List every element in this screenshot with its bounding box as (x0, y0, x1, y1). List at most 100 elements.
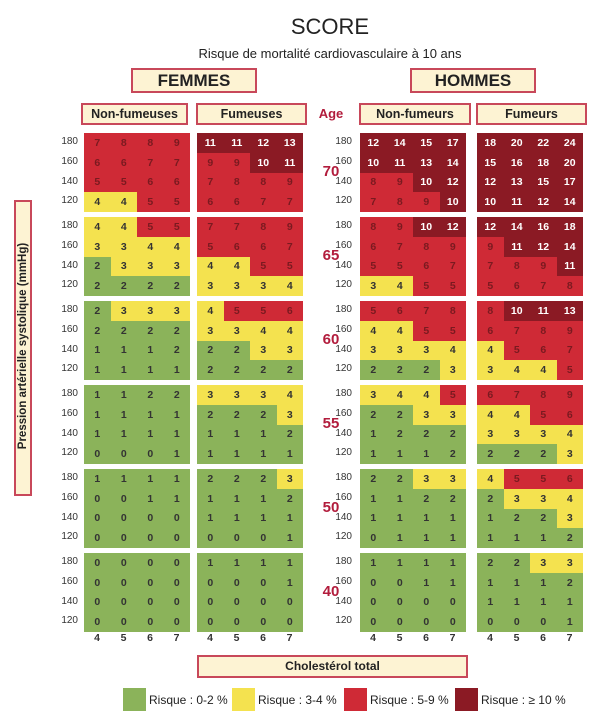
risk-cell: 18 (477, 133, 504, 153)
sbp-tick-right: 120 (335, 363, 352, 375)
risk-cell: 4 (530, 360, 557, 380)
legend-label: Risque : ≥ 10 % (481, 692, 566, 707)
cholesterol-tick: 7 (449, 632, 456, 644)
risk-cell: 0 (276, 612, 303, 632)
risk-cell: 4 (477, 404, 504, 425)
risk-cell: 1 (84, 385, 111, 405)
risk-cell: 1 (84, 469, 111, 489)
risk-cell: 0 (163, 572, 190, 593)
risk-cell: 1 (386, 508, 413, 529)
risk-cell: 0 (386, 612, 413, 632)
risk-cell: 3 (223, 385, 250, 405)
sbp-tick-left: 140 (61, 427, 78, 439)
sbp-tick-right: 120 (335, 447, 352, 459)
risk-cell: 8 (413, 236, 440, 257)
legend-item: Risque : 5-9 % (344, 688, 449, 711)
risk-cell: 3 (223, 276, 250, 296)
risk-cell: 8 (110, 133, 137, 153)
risk-cell: 6 (110, 152, 137, 173)
risk-cell: 4 (503, 404, 530, 425)
risk-cell: 0 (84, 508, 111, 529)
risk-cell: 0 (84, 592, 111, 613)
risk-cell: 0 (386, 572, 413, 593)
risk-cell: 10 (413, 217, 440, 237)
risk-cell: 3 (360, 385, 387, 405)
risk-cell: 5 (163, 192, 190, 212)
risk-cell: 3 (413, 469, 440, 489)
risk-cell: 2 (477, 444, 504, 464)
sbp-tick-right: 160 (335, 323, 352, 335)
risk-cell: 3 (110, 256, 137, 277)
sbp-tick-left: 180 (61, 220, 78, 231)
risk-cell: 0 (223, 572, 250, 593)
cholesterol-tick: 7 (173, 632, 180, 644)
risk-cell: 0 (439, 592, 466, 613)
risk-cell: 0 (250, 572, 277, 593)
y-axis-label: Pression artérielle systolique (mmHg) (17, 242, 29, 450)
risk-cell: 9 (223, 152, 250, 173)
risk-cell: 1 (137, 360, 164, 380)
risk-cell: 1 (439, 508, 466, 529)
risk-cell: 0 (197, 592, 224, 613)
cholesterol-tick: 4 (370, 632, 376, 644)
risk-cell: 0 (137, 612, 164, 632)
risk-cell: 5 (84, 172, 111, 193)
risk-cell: 2 (163, 385, 190, 405)
risk-cell: 6 (250, 236, 277, 257)
risk-cell: 4 (276, 320, 303, 341)
risk-cell: 2 (223, 469, 250, 489)
risk-cell: 6 (477, 385, 504, 405)
cholesterol-tick: 5 (396, 632, 403, 644)
legend-label: Risque : 5-9 % (370, 692, 449, 707)
sbp-tick-left: 180 (61, 556, 78, 567)
sbp-tick-left: 120 (61, 447, 78, 459)
risk-cell: 15 (477, 152, 504, 173)
risk-cell: 4 (276, 276, 303, 296)
risk-cell: 0 (163, 612, 190, 632)
sbp-tick-right: 140 (335, 511, 352, 523)
risk-cell: 11 (276, 152, 303, 173)
risk-cell: 5 (530, 469, 557, 489)
risk-cell: 3 (250, 276, 277, 296)
risk-cell: 11 (503, 236, 530, 257)
risk-cell: 6 (163, 172, 190, 193)
risk-cell: 2 (137, 385, 164, 405)
risk-cell: 2 (386, 424, 413, 445)
risk-cell: 1 (250, 488, 277, 509)
risk-cell: 3 (197, 385, 224, 405)
risk-cell: 1 (439, 528, 466, 548)
risk-cell: 8 (530, 320, 557, 341)
sbp-tick-left: 140 (61, 595, 78, 607)
sbp-tick-right: 140 (335, 595, 352, 607)
risk-cell: 1 (163, 469, 190, 489)
risk-cell: 17 (556, 172, 583, 193)
risk-cell: 3 (439, 404, 466, 425)
cholesterol-tick: 6 (147, 632, 153, 644)
risk-cell: 18 (530, 152, 557, 173)
risk-cell: 0 (110, 488, 137, 509)
risk-cell: 2 (110, 320, 137, 341)
sbp-tick-right: 180 (335, 556, 352, 567)
risk-cell: 8 (556, 276, 583, 296)
risk-cell: 1 (477, 592, 504, 613)
risk-cell: 9 (276, 172, 303, 193)
risk-cell: 4 (137, 236, 164, 257)
risk-cell: 3 (197, 320, 224, 341)
risk-cell: 5 (250, 256, 277, 277)
risk-cell: 7 (439, 256, 466, 277)
risk-cell: 1 (84, 360, 111, 380)
panel-men-nonsmokers-age-65: 8 9 10 12 6 7 8 9 5 5 6 7 3 4 5 5 (360, 217, 466, 296)
sbp-tick-left: 160 (61, 323, 78, 335)
risk-cell: 4 (386, 276, 413, 296)
risk-cell: 0 (163, 528, 190, 548)
risk-cell: 10 (413, 172, 440, 193)
risk-cell: 3 (276, 469, 303, 489)
cholesterol-tick: 5 (120, 632, 127, 644)
risk-cell: 4 (439, 340, 466, 361)
risk-cell: 0 (163, 592, 190, 613)
age-label-55: 55 (322, 415, 340, 432)
